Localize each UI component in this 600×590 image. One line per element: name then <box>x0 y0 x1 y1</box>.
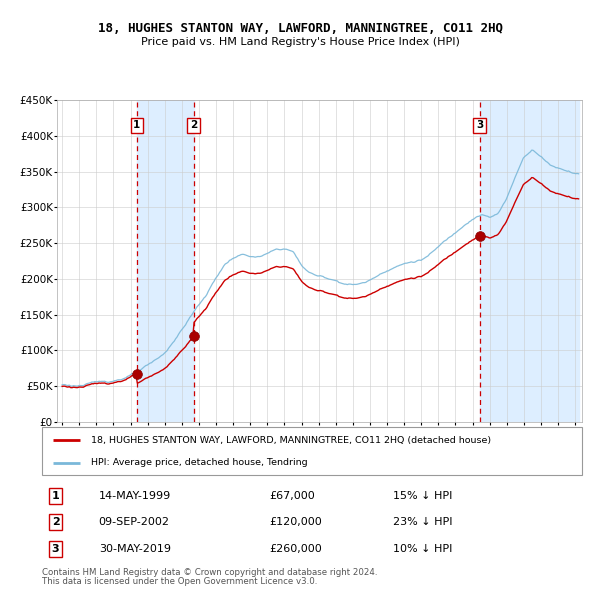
Text: 10% ↓ HPI: 10% ↓ HPI <box>393 544 452 554</box>
Text: £67,000: £67,000 <box>269 491 314 501</box>
Text: 23% ↓ HPI: 23% ↓ HPI <box>393 517 452 527</box>
Text: 2: 2 <box>190 120 197 130</box>
Text: 14-MAY-1999: 14-MAY-1999 <box>98 491 171 501</box>
Text: 3: 3 <box>52 544 59 554</box>
Text: This data is licensed under the Open Government Licence v3.0.: This data is licensed under the Open Gov… <box>42 577 317 586</box>
Text: Price paid vs. HM Land Registry's House Price Index (HPI): Price paid vs. HM Land Registry's House … <box>140 37 460 47</box>
Text: 1: 1 <box>133 120 140 130</box>
Text: Contains HM Land Registry data © Crown copyright and database right 2024.: Contains HM Land Registry data © Crown c… <box>42 568 377 577</box>
Text: 30-MAY-2019: 30-MAY-2019 <box>98 544 170 554</box>
Text: 18, HUGHES STANTON WAY, LAWFORD, MANNINGTREE, CO11 2HQ: 18, HUGHES STANTON WAY, LAWFORD, MANNING… <box>97 22 503 35</box>
Text: £120,000: £120,000 <box>269 517 322 527</box>
Text: HPI: Average price, detached house, Tendring: HPI: Average price, detached house, Tend… <box>91 458 307 467</box>
Bar <box>479 100 580 422</box>
Text: 3: 3 <box>476 120 483 130</box>
Text: 18, HUGHES STANTON WAY, LAWFORD, MANNINGTREE, CO11 2HQ (detached house): 18, HUGHES STANTON WAY, LAWFORD, MANNING… <box>91 435 491 445</box>
Text: 1: 1 <box>52 491 59 501</box>
Text: 15% ↓ HPI: 15% ↓ HPI <box>393 491 452 501</box>
Bar <box>137 100 194 422</box>
Text: £260,000: £260,000 <box>269 544 322 554</box>
Text: 09-SEP-2002: 09-SEP-2002 <box>98 517 170 527</box>
Text: 2: 2 <box>52 517 59 527</box>
FancyBboxPatch shape <box>42 427 582 475</box>
